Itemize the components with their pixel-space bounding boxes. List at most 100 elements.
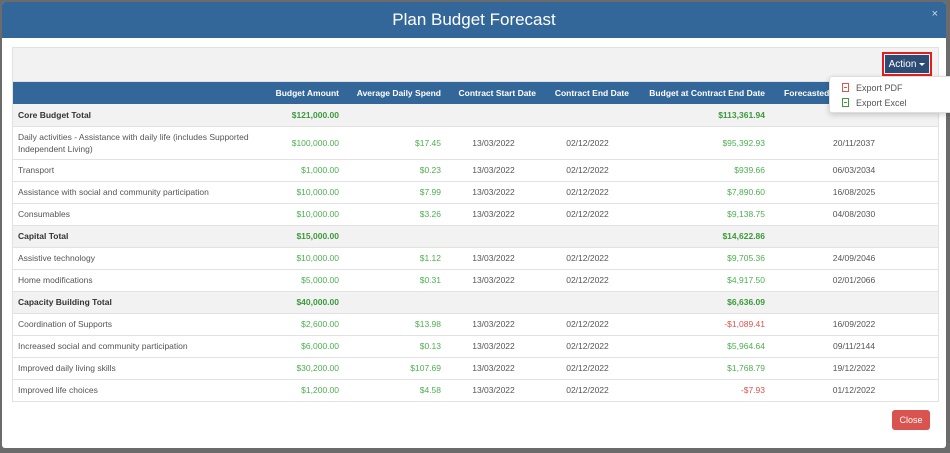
cell-average-daily-spend: $3.26 [344,203,446,226]
table-row: Coordination of Supports $2,600.00 $13.98 1… [13,313,938,336]
export-excel-item[interactable]: Export Excel [830,95,950,110]
caret-down-icon [919,62,926,66]
cell-budget-amount: $5,000.00 [264,269,344,292]
modal-title: Plan Budget Forecast [392,10,556,29]
close-icon[interactable]: × [931,8,938,20]
cell-forecasted-budget-end-date: 20/11/2037 [770,126,938,160]
cell-forecasted-budget-end-date: 24/09/2046 [770,247,938,270]
close-button[interactable]: Close [892,410,930,430]
subtotal-row: Capital Total $15,000.00 $14,622.86 [13,225,938,248]
cell-line-item: Improved life choices [13,379,264,402]
modal-header: Plan Budget Forecast × [2,2,946,38]
cell-contract-start-date [446,225,541,248]
cell-line-item: Capacity Building Total [13,291,264,314]
excel-file-icon [842,98,849,107]
cell-budget-amount: $10,000.00 [264,203,344,226]
cell-average-daily-spend: $7.99 [344,181,446,204]
cell-contract-end-date: 02/12/2022 [541,203,634,226]
table-row: Transport $1,000.00 $0.23 13/03/2022 02/12/2… [13,159,938,182]
backdrop [0,448,950,453]
table-row: Daily activities - Assistance with daily… [13,126,938,160]
action-dropdown-menu: Export PDF Export Excel [829,76,950,113]
export-pdf-item[interactable]: Export PDF [830,80,950,95]
column-header-contract-start-date: Contract Start Date [446,82,541,104]
table-row: Assistive technology $10,000.00 $1.12 13/03… [13,247,938,270]
table-row: Assistance with social and community par… [13,181,938,204]
cell-budget-amount: $1,200.00 [264,379,344,402]
column-header-contract-end-date: Contract End Date [541,82,634,104]
action-button[interactable]: Action [885,55,929,73]
cell-contract-start-date: 13/03/2022 [446,335,541,358]
cell-forecasted-budget-end-date [770,291,938,314]
cell-contract-start-date: 13/03/2022 [446,313,541,336]
cell-line-item: Assistive technology [13,247,264,270]
action-button-label: Action [888,58,917,70]
cell-budget-amount: $30,200.00 [264,357,344,380]
subtotal-row: Core Budget Total $121,000.00 $113,361.94 [13,104,938,127]
cell-contract-end-date: 02/12/2022 [541,357,634,380]
cell-contract-start-date: 13/03/2022 [446,379,541,402]
pdf-file-icon [842,83,849,92]
cell-forecasted-budget-end-date: 01/12/2022 [770,379,938,402]
cell-budget-amount: $121,000.00 [264,104,344,127]
cell-average-daily-spend: $13.98 [344,313,446,336]
cell-line-item: Home modifications [13,269,264,292]
cell-budget-amount: $100,000.00 [264,126,344,160]
cell-budget-at-contract-end: $95,392.93 [634,126,770,160]
cell-budget-amount: $15,000.00 [264,225,344,248]
action-button-highlight: Action [882,52,932,76]
cell-average-daily-spend: $107.69 [344,357,446,380]
column-header-name [13,82,264,104]
cell-contract-end-date [541,104,634,127]
cell-contract-end-date: 02/12/2022 [541,335,634,358]
cell-contract-start-date: 13/03/2022 [446,203,541,226]
cell-budget-at-contract-end: $4,917.50 [634,269,770,292]
cell-contract-start-date: 13/03/2022 [446,269,541,292]
forecast-table: Budget Amount Average Daily Spend Contra… [13,82,938,402]
cell-contract-start-date: 13/03/2022 [446,181,541,204]
cell-line-item: Coordination of Supports [13,313,264,336]
cell-contract-end-date: 02/12/2022 [541,247,634,270]
forecast-panel: Action Budget Amount Average Daily Spend… [12,47,939,402]
cell-contract-end-date: 02/12/2022 [541,379,634,402]
cell-contract-start-date: 13/03/2022 [446,159,541,182]
table-body: Core Budget Total $121,000.00 $113,361.94 D… [13,104,938,402]
cell-budget-amount: $6,000.00 [264,335,344,358]
cell-line-item: Core Budget Total [13,104,264,127]
cell-contract-end-date [541,225,634,248]
cell-budget-at-contract-end: $7,890.60 [634,181,770,204]
cell-average-daily-spend: $0.23 [344,159,446,182]
cell-average-daily-spend [344,104,446,127]
export-pdf-label: Export PDF [856,82,903,93]
plan-budget-forecast-modal: Plan Budget Forecast × Action Budget Amo… [2,2,946,448]
cell-line-item: Capital Total [13,225,264,248]
cell-average-daily-spend: $0.31 [344,269,446,292]
table-row: Home modifications $5,000.00 $0.31 13/03/20… [13,269,938,292]
cell-contract-start-date: 13/03/2022 [446,357,541,380]
cell-average-daily-spend: $1.12 [344,247,446,270]
cell-contract-start-date: 13/03/2022 [446,247,541,270]
column-header-budget-amount: Budget Amount [264,82,344,104]
cell-contract-start-date [446,104,541,127]
cell-budget-at-contract-end: $9,705.36 [634,247,770,270]
cell-contract-end-date: 02/12/2022 [541,269,634,292]
cell-budget-at-contract-end: $113,361.94 [634,104,770,127]
cell-forecasted-budget-end-date [770,225,938,248]
cell-budget-at-contract-end: $1,768.79 [634,357,770,380]
cell-contract-start-date: 13/03/2022 [446,126,541,160]
toolbar: Action [13,48,938,82]
cell-budget-amount: $1,000.00 [264,159,344,182]
column-header-average-daily-spend: Average Daily Spend [344,82,446,104]
cell-budget-at-contract-end: $14,622.86 [634,225,770,248]
cell-budget-amount: $10,000.00 [264,181,344,204]
cell-forecasted-budget-end-date: 09/11/2144 [770,335,938,358]
cell-contract-end-date: 02/12/2022 [541,159,634,182]
cell-forecasted-budget-end-date: 16/08/2025 [770,181,938,204]
cell-budget-amount: $10,000.00 [264,247,344,270]
cell-forecasted-budget-end-date: 16/09/2022 [770,313,938,336]
cell-budget-at-contract-end: $9,138.75 [634,203,770,226]
cell-budget-amount: $40,000.00 [264,291,344,314]
table-header-row: Budget Amount Average Daily Spend Contra… [13,82,938,104]
cell-forecasted-budget-end-date: 02/01/2066 [770,269,938,292]
cell-contract-end-date: 02/12/2022 [541,313,634,336]
